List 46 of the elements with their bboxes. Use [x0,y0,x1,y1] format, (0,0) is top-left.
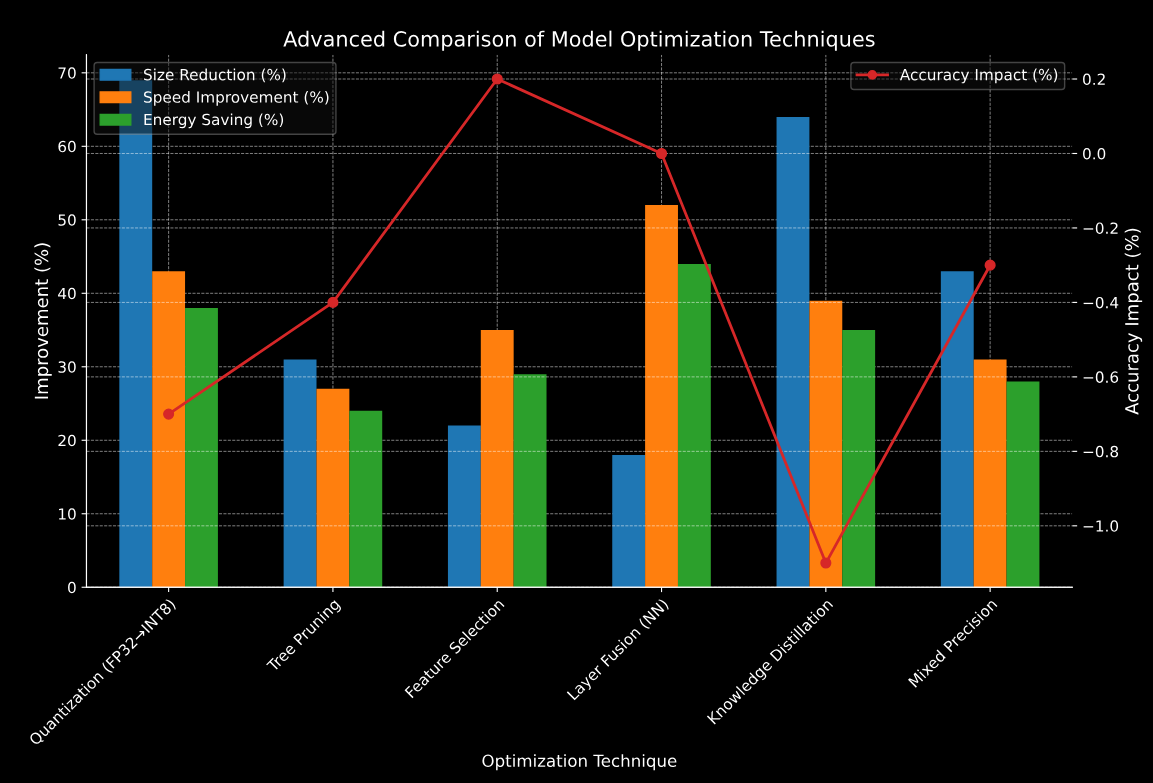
y2-tick-label: 0.0 [1083,147,1106,160]
y-tick-label: 20 [58,434,76,447]
point [655,147,668,160]
point [820,557,832,569]
y-tick-label: 60 [58,140,76,153]
y-tick-label: 70 [58,67,76,79]
bar [842,330,876,588]
bar [480,330,514,588]
y2-tick-label: 0.2 [1083,73,1105,86]
bar [677,263,711,588]
y-tick-label: 40 [58,287,76,300]
point [327,296,339,308]
bar [1006,381,1040,588]
chart-title: Advanced Comparison of Model Optimization Techniques [283,30,875,51]
y2-tick-label: −0.8 [1083,445,1119,458]
y-tick-label: 30 [58,361,76,373]
bar [349,410,383,588]
bar [185,307,218,588]
legend-label: Energy Saving (%) [144,113,284,129]
point [984,259,996,271]
bar [645,205,678,588]
y2-tick-label: −1.0 [1083,520,1119,532]
y2-tick-label: −0.4 [1083,296,1119,309]
y-tick-label: 50 [58,214,76,226]
bar [283,359,317,588]
legend-label: Size Reduction (%) [144,68,286,83]
y-tick-label: 10 [58,508,76,520]
bar [513,374,547,588]
y2-tick-label: −0.2 [1083,222,1118,234]
point [491,73,503,85]
y2-tick-label: −0.6 [1083,371,1119,383]
bar [612,454,646,588]
bar [152,271,186,588]
legend-label: Accuracy Impact (%) [899,68,1058,84]
bar [940,271,974,588]
bar [809,300,843,588]
bar [316,388,350,588]
y-axis-title: Improvement (%) [34,243,52,399]
bar [776,116,810,588]
legend-label: Speed Improvement (%) [144,90,329,106]
point [163,408,175,420]
y2-axis-title: Accuracy Impact (%) [1124,228,1143,415]
bar [447,425,481,588]
y-tick-label: 0 [68,581,76,594]
bar [973,359,1007,588]
x-axis-title: Optimization Technique [482,754,677,771]
